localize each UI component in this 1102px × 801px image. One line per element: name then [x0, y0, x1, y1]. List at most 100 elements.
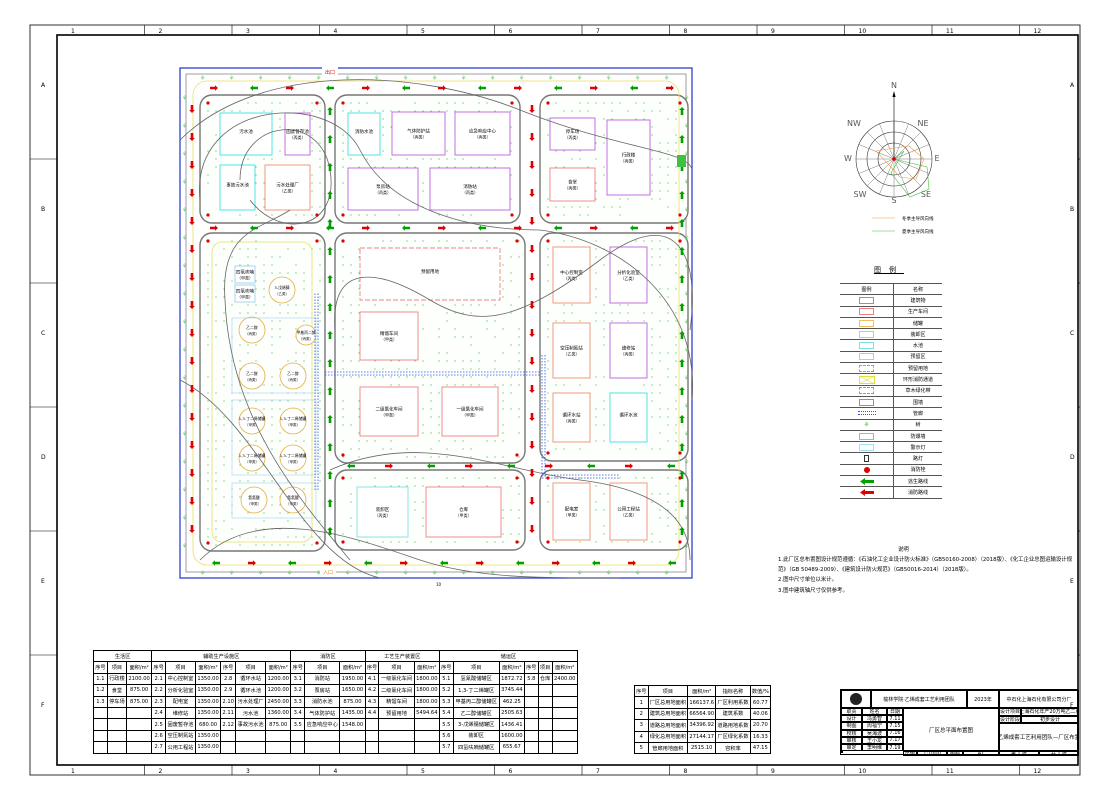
green-dot — [414, 501, 415, 502]
compass-center — [892, 157, 896, 161]
green-dot — [287, 360, 288, 361]
green-dot — [603, 344, 604, 345]
column-label: 12 — [1034, 768, 1042, 775]
green-dot — [319, 360, 320, 361]
table-cell: 2505.63 — [499, 707, 524, 718]
building-class: （甲类） — [456, 512, 472, 518]
green-dot — [446, 214, 447, 215]
legend-rect-icon — [859, 331, 874, 338]
green-dot — [659, 240, 660, 241]
green-dot — [271, 384, 272, 385]
table-cell: 1436.41 — [499, 719, 524, 730]
green-dot — [659, 288, 660, 289]
green-dot — [414, 477, 415, 478]
green-dot — [667, 158, 668, 159]
green-dot — [675, 166, 676, 167]
green-dot — [502, 296, 503, 297]
green-dot — [271, 408, 272, 409]
green-dot — [675, 312, 676, 313]
green-dot — [350, 158, 351, 159]
green-dot — [390, 376, 391, 377]
fire-hydrant — [546, 101, 549, 104]
green-dot — [430, 400, 431, 401]
green-dot — [279, 400, 280, 401]
green-dot — [659, 320, 660, 321]
green-dot — [502, 384, 503, 385]
column-header: 面积/m² — [688, 686, 716, 697]
storage-tank — [280, 363, 306, 389]
green-dot — [651, 352, 652, 353]
year: 2023年 — [967, 690, 999, 708]
green-dot — [446, 150, 447, 151]
green-dot — [611, 320, 612, 321]
building-class: （丙类） — [462, 189, 478, 195]
building-label: 预留用地 — [421, 268, 439, 275]
fire-hydrant — [206, 213, 209, 216]
green-dot — [547, 312, 548, 313]
green-dot — [319, 408, 320, 409]
green-dot — [438, 328, 439, 329]
green-dot — [239, 344, 240, 345]
green-dot — [595, 501, 596, 502]
green-dot — [587, 110, 588, 111]
escape-route-arrow — [667, 463, 675, 469]
fire-route-arrow — [189, 105, 195, 113]
table-cell: 4.2 — [365, 685, 379, 696]
fire-hydrant — [315, 213, 318, 216]
green-dot — [279, 272, 280, 273]
green-dot — [247, 264, 248, 265]
sheet-number: 第 1 张 — [999, 751, 1039, 756]
green-dot — [255, 472, 256, 473]
escape-route-arrow — [402, 85, 410, 91]
table-cell: 655.67 — [499, 742, 524, 753]
green-dot — [255, 214, 256, 215]
fire-route-arrow — [529, 497, 535, 505]
green-dot — [675, 110, 676, 111]
table-cell — [552, 707, 577, 718]
note-line: 1.此厂区总布置图设计规范遵循：《石油化工企业设计防火标准》（GB50160-2… — [778, 555, 1078, 575]
role-cell: 审核 — [841, 737, 862, 744]
table-cell: 1800.00 — [414, 673, 439, 684]
legend-item-label: 管廊 — [894, 410, 942, 417]
green-dot — [438, 166, 439, 167]
green-dot — [470, 360, 471, 361]
green-dot — [215, 166, 216, 167]
tree-icon: ⚘ — [490, 75, 495, 82]
column-header: 项目 — [305, 662, 340, 673]
green-dot — [406, 477, 407, 478]
green-dot — [207, 504, 208, 505]
column-label: 2 — [159, 768, 163, 775]
green-dot — [223, 496, 224, 497]
green-dot — [271, 344, 272, 345]
green-dot — [207, 182, 208, 183]
green-dot — [374, 477, 375, 478]
compass-direction-label: W — [844, 154, 852, 163]
column-label: 5 — [421, 768, 425, 775]
green-dot — [667, 312, 668, 313]
table-cell — [340, 730, 365, 741]
legend-row: 防爆墙 — [840, 431, 942, 442]
green-dot — [595, 272, 596, 273]
green-dot — [382, 368, 383, 369]
table-cell: 1350.00 — [195, 730, 220, 741]
building-class: （丙类） — [565, 185, 581, 191]
legend-row: 围墙 — [840, 397, 942, 408]
table-cell: 食堂 — [107, 685, 126, 696]
green-dot — [239, 536, 240, 537]
green-dot — [667, 424, 668, 425]
table-cell: 1,3-丁二烯罐区 — [453, 685, 499, 696]
green-dot — [319, 240, 320, 241]
green-dot — [595, 485, 596, 486]
legend-rect-icon — [859, 365, 874, 372]
role-cell: 李明维 — [862, 744, 887, 751]
green-dot — [319, 142, 320, 143]
green-dot — [255, 344, 256, 345]
green-dot — [651, 182, 652, 183]
storage-tank — [280, 408, 306, 434]
green-dot — [390, 440, 391, 441]
green-dot — [518, 509, 519, 510]
green-dot — [667, 477, 668, 478]
table-cell: 2.1 — [152, 673, 166, 684]
tank-class: （甲类） — [286, 422, 300, 427]
legend-symbol — [840, 352, 894, 362]
